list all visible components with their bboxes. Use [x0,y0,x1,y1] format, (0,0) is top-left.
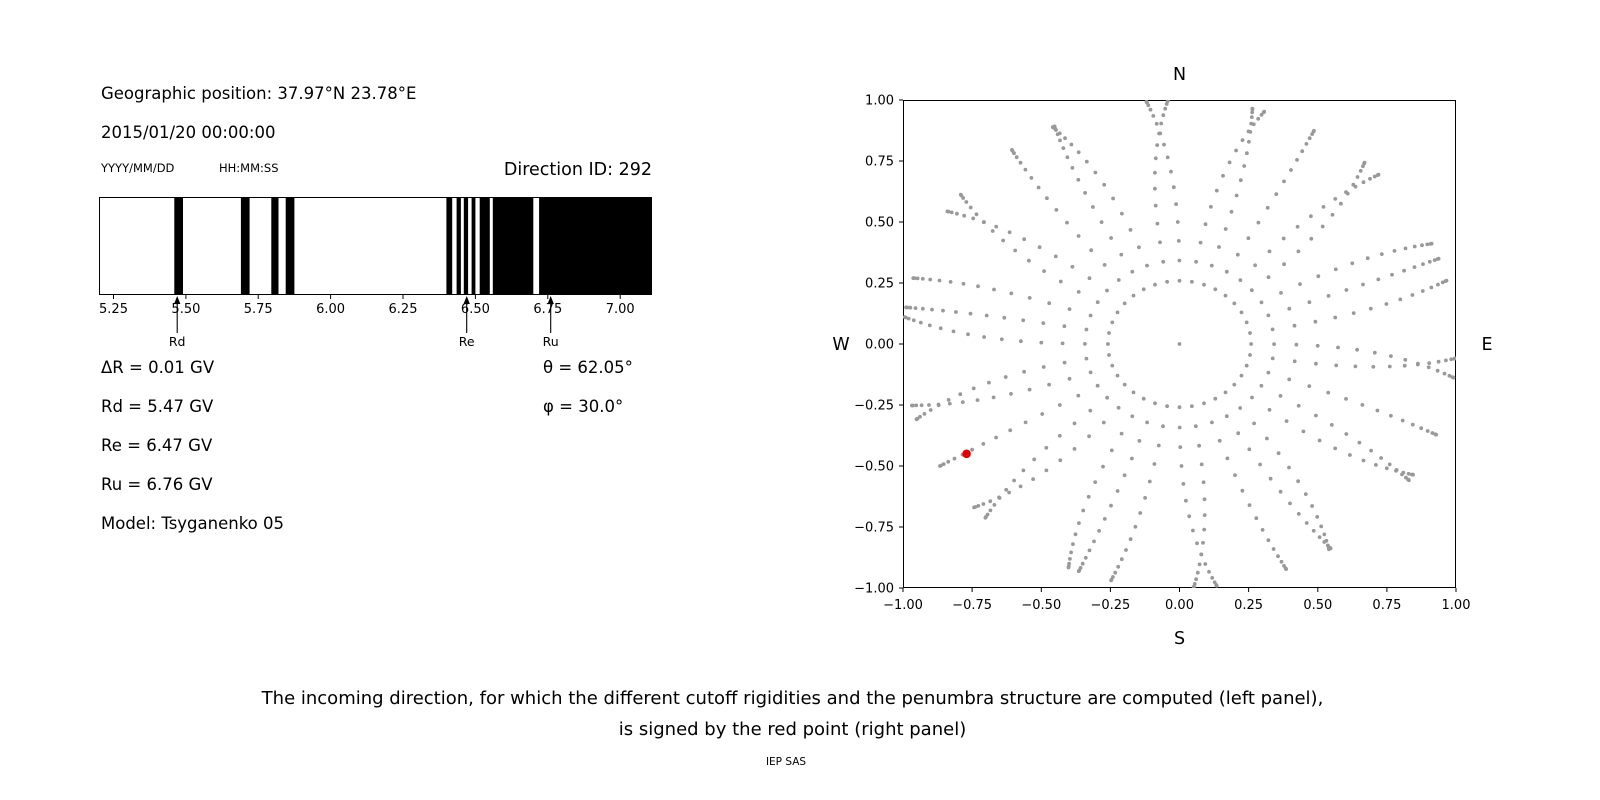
cutoff-marker-arrowhead [463,296,470,304]
penumbra-allowed-band [285,198,295,294]
direction-ytick-label: −1.00 [854,582,894,597]
compass-east-label: E [1481,335,1492,355]
time-format-hint: HH:MM:SS [219,161,279,175]
compass-north-label: N [1173,65,1186,85]
direction-xtick-label: 0.75 [1372,598,1401,613]
penumbra-allowed-band [479,198,490,294]
direction-xtick-label: 0.50 [1303,598,1332,613]
penumbra-xtick-label: 6.00 [316,302,345,317]
model-label: Model: Tsyganenko 05 [101,514,285,533]
direction-ytick-label: −0.25 [854,399,894,414]
penumbra-xtick-label: 6.25 [389,302,418,317]
penumbra-plot: 5.25 5.50 5.75 6.00 6.25 6.50 6.75 7.00 Rd Re Ru [99,197,652,349]
direction-plot-frame [903,100,1456,588]
penumbra-allowed-band [240,198,250,294]
penumbra-allowed-band [492,198,534,294]
direction-ytick-label: 1.00 [865,94,894,109]
direction-ytick-label: 0.75 [865,155,894,170]
penumbra-allowed-band [456,198,461,294]
penumbra-allowed-band [271,198,279,294]
phi-value: φ = 30.0° [543,397,624,416]
theta-value: θ = 62.05° [543,358,633,377]
direction-xtick-label: 0.25 [1234,598,1263,613]
re-value: Re = 6.47 GV [101,436,213,455]
penumbra-xtick-label: 6.50 [461,302,490,317]
compass-south-label: S [1174,629,1185,649]
date-format-hint: YYYY/MM/DD [101,161,175,175]
direction-ytick-label: 0.50 [865,216,894,231]
datetime-label: 2015/01/20 00:00:00 [101,123,276,142]
penumbra-xtick-label: 5.25 [99,302,128,317]
penumbra-xtick-label: 5.75 [244,302,273,317]
direction-ytick-label: −0.75 [854,521,894,536]
cutoff-marker-label: Re [459,334,475,349]
direction-xtick-label: −0.50 [1021,598,1061,613]
penumbra-allowed-band [539,198,652,294]
direction-ytick-label: −0.50 [854,460,894,475]
cutoff-marker-label: Ru [543,334,559,349]
caption-line2: is signed by the red point (right panel) [618,719,967,740]
delta-r-value: ΔR = 0.01 GV [101,358,215,377]
penumbra-allowed-band [446,198,453,294]
compass-west-label: W [832,335,849,355]
credit-label: IEP SAS [765,756,807,768]
penumbra-xtick-label: 5.50 [171,302,200,317]
direction-xtick-label: −0.25 [1090,598,1130,613]
direction-xtick-label: −0.75 [952,598,992,613]
penumbra-allowed-band [174,198,183,294]
direction-xtick-label: −1.00 [883,598,923,613]
direction-xtick-label: 0.00 [1165,598,1194,613]
penumbra-allowed-band [471,198,476,294]
direction-ytick-label: 0.25 [865,277,894,292]
geographic-position-label: Geographic position: 37.97°N 23.78°E [101,84,417,103]
penumbra-xtick-label: 6.75 [533,302,562,317]
direction-plot: −1.00 −0.75 −0.50 −0.25 0.00 0.25 0.50 0.75 1.00… [832,65,1492,649]
direction-id-label: Direction ID: 292 [503,160,652,180]
cutoff-marker-arrowhead [174,296,181,304]
cutoff-marker-label: Rd [169,334,186,349]
penumbra-plot-frame [99,197,652,295]
selected-direction-point [962,449,971,459]
ru-value: Ru = 6.76 GV [101,475,213,494]
cutoff-marker-arrowhead [547,296,554,304]
caption-line1: The incoming direction, for which the di… [261,688,1324,709]
direction-grid-dots [903,100,1456,588]
penumbra-xtick-label: 7.00 [606,302,635,317]
penumbra-allowed-band [463,198,469,294]
rd-value: Rd = 5.47 GV [101,397,214,416]
direction-xtick-label: 1.00 [1442,598,1471,613]
direction-ytick-label: 0.00 [865,338,894,353]
